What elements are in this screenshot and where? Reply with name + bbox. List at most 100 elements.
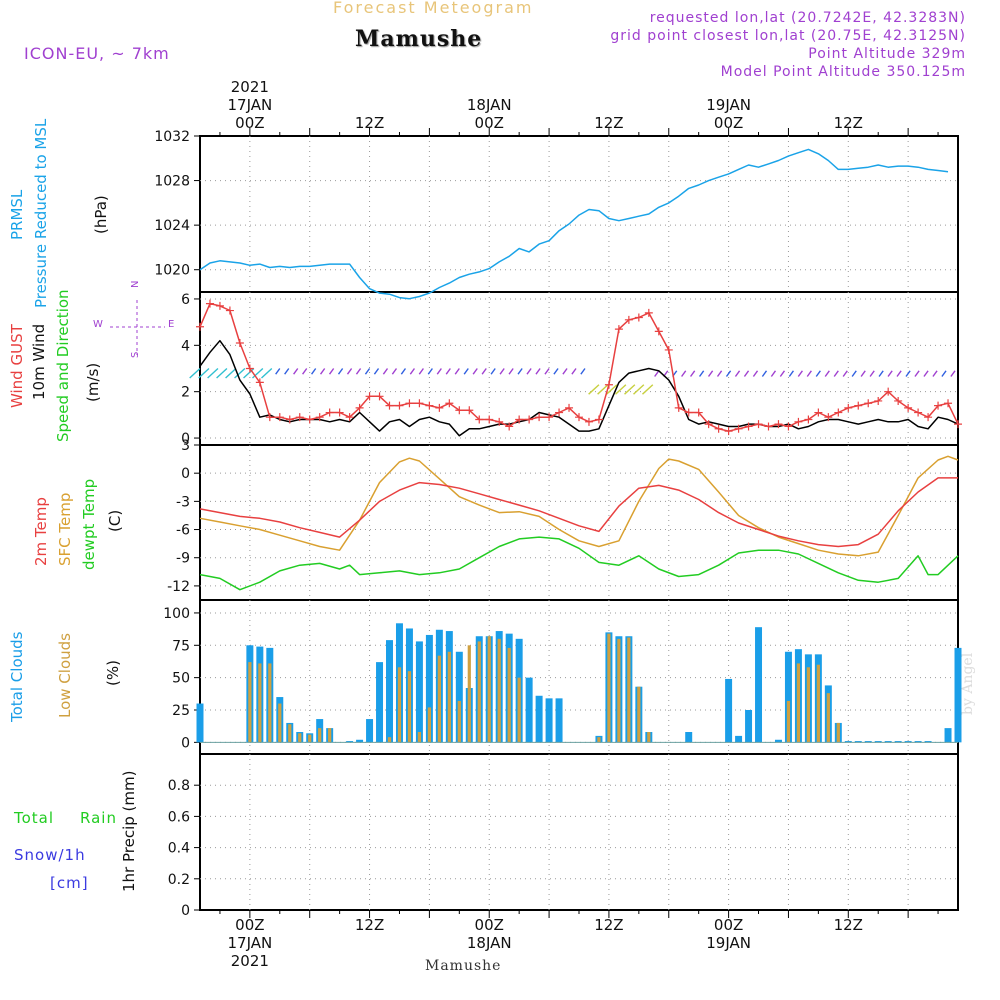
total-cloud-bar	[545, 698, 553, 743]
low-cloud-bar	[517, 677, 521, 743]
low-cloud-bar	[796, 663, 801, 743]
y-tick-label: -9	[176, 551, 190, 567]
gust-marker	[235, 339, 244, 347]
wind-barb	[806, 370, 812, 377]
low-cloud-bar	[427, 707, 431, 743]
wind-barb	[445, 368, 451, 375]
point-altitude: Point Altitude 329m	[808, 46, 966, 62]
wind-barb	[642, 384, 654, 395]
wind-barb	[243, 367, 255, 379]
total-cloud-bar	[535, 695, 543, 743]
wind-barb	[472, 368, 478, 375]
compass-s: S	[130, 351, 141, 358]
top-time-label: 19JAN	[706, 96, 751, 114]
y-tick-label: 0.4	[168, 841, 190, 857]
total-cloud-bar	[874, 741, 882, 743]
gust-marker	[604, 380, 613, 389]
low-cloud-bar	[258, 663, 262, 743]
wind-10m-line	[199, 339, 959, 437]
top-time-label: 12Z	[355, 114, 384, 132]
wind-barb	[842, 370, 848, 377]
compass-n: N	[130, 280, 141, 288]
gust-marker	[295, 413, 304, 422]
gust-marker	[934, 401, 943, 410]
low-cloud-bar	[816, 664, 820, 743]
wind-barb	[225, 367, 237, 379]
y-tick-label: 0	[181, 431, 190, 447]
wind-barb	[337, 368, 344, 375]
wind-barb	[752, 370, 759, 377]
bottom-time-label: 18JAN	[467, 934, 512, 952]
y-tick-label: 0.8	[168, 778, 190, 794]
gust-marker	[644, 308, 653, 317]
wind-barb	[252, 367, 264, 379]
gust-marker	[255, 378, 264, 387]
total-rain-label-rain: Rain	[80, 809, 117, 827]
total-cloud-bar	[774, 739, 782, 743]
wind-barb	[571, 368, 577, 375]
wind-barb	[373, 368, 380, 375]
total-cloud-bar	[725, 678, 733, 743]
wind-barb	[815, 370, 821, 377]
low-cloud-bar	[318, 728, 322, 743]
total-cloud-bar	[944, 728, 952, 743]
y-tick-label: 0.6	[168, 809, 190, 825]
gust-marker	[535, 413, 544, 422]
gust-marker	[385, 401, 394, 410]
y-tick-label: 0	[181, 466, 190, 482]
wind-barb	[681, 370, 687, 377]
total-cloud-bar	[914, 741, 922, 743]
total-cloud-bar	[356, 739, 364, 743]
gust-marker	[445, 399, 454, 408]
gust-marker	[425, 401, 434, 410]
wind-barb	[615, 384, 627, 395]
wind-barb	[275, 368, 281, 375]
compass-w: W	[93, 319, 103, 330]
gust-marker	[285, 415, 294, 424]
low-cloud-bar	[268, 663, 272, 743]
bottom-time-label: 00Z	[475, 916, 504, 934]
wind-speed-direction-label: Speed and Direction	[54, 289, 72, 442]
wind-barb	[293, 368, 299, 375]
y-tick-label: 0	[181, 735, 190, 751]
wind-barb	[580, 368, 586, 375]
gust-marker	[415, 399, 424, 408]
y-tick-label: 3	[181, 438, 190, 454]
low-cloud-bar	[826, 693, 830, 743]
gust-marker	[275, 413, 284, 422]
gust-marker	[455, 406, 464, 415]
dewpt-line	[199, 536, 959, 591]
wind-barb	[851, 370, 857, 377]
low-cloud-bar	[407, 671, 412, 743]
wind-barb	[284, 368, 290, 375]
wind-barb	[743, 370, 750, 377]
gust-marker	[874, 396, 883, 405]
top-time-label: 12Z	[834, 114, 863, 132]
total-cloud-bar	[924, 741, 932, 743]
wind-barb	[588, 384, 600, 395]
panel-frame	[199, 753, 959, 911]
total-cloud-bar	[196, 703, 204, 743]
total-cloud-bar	[455, 651, 463, 743]
gust-marker	[485, 415, 494, 424]
gust-marker	[674, 403, 683, 412]
wind-barb	[311, 368, 317, 375]
wind-barb	[869, 370, 875, 377]
gust-marker	[944, 399, 953, 408]
wind-barb	[633, 384, 645, 395]
gust-marker	[395, 401, 404, 410]
location-title: Mamushe	[355, 26, 483, 52]
wind-barb	[508, 368, 514, 375]
y-tick-label: 100	[163, 606, 190, 622]
wind-barb	[302, 368, 308, 375]
wind-barb	[418, 368, 424, 375]
total-cloud-bar	[735, 735, 743, 743]
temp-sfc-label: SFC Temp	[56, 492, 74, 566]
bottom-time-label: 17JAN	[228, 934, 273, 952]
gust-marker	[335, 408, 344, 417]
wind-barb	[261, 367, 273, 379]
top-time-label: 12Z	[594, 114, 623, 132]
wind-barb	[436, 368, 442, 375]
gust-marker	[225, 306, 234, 315]
y-tick-label: 50	[172, 671, 190, 687]
